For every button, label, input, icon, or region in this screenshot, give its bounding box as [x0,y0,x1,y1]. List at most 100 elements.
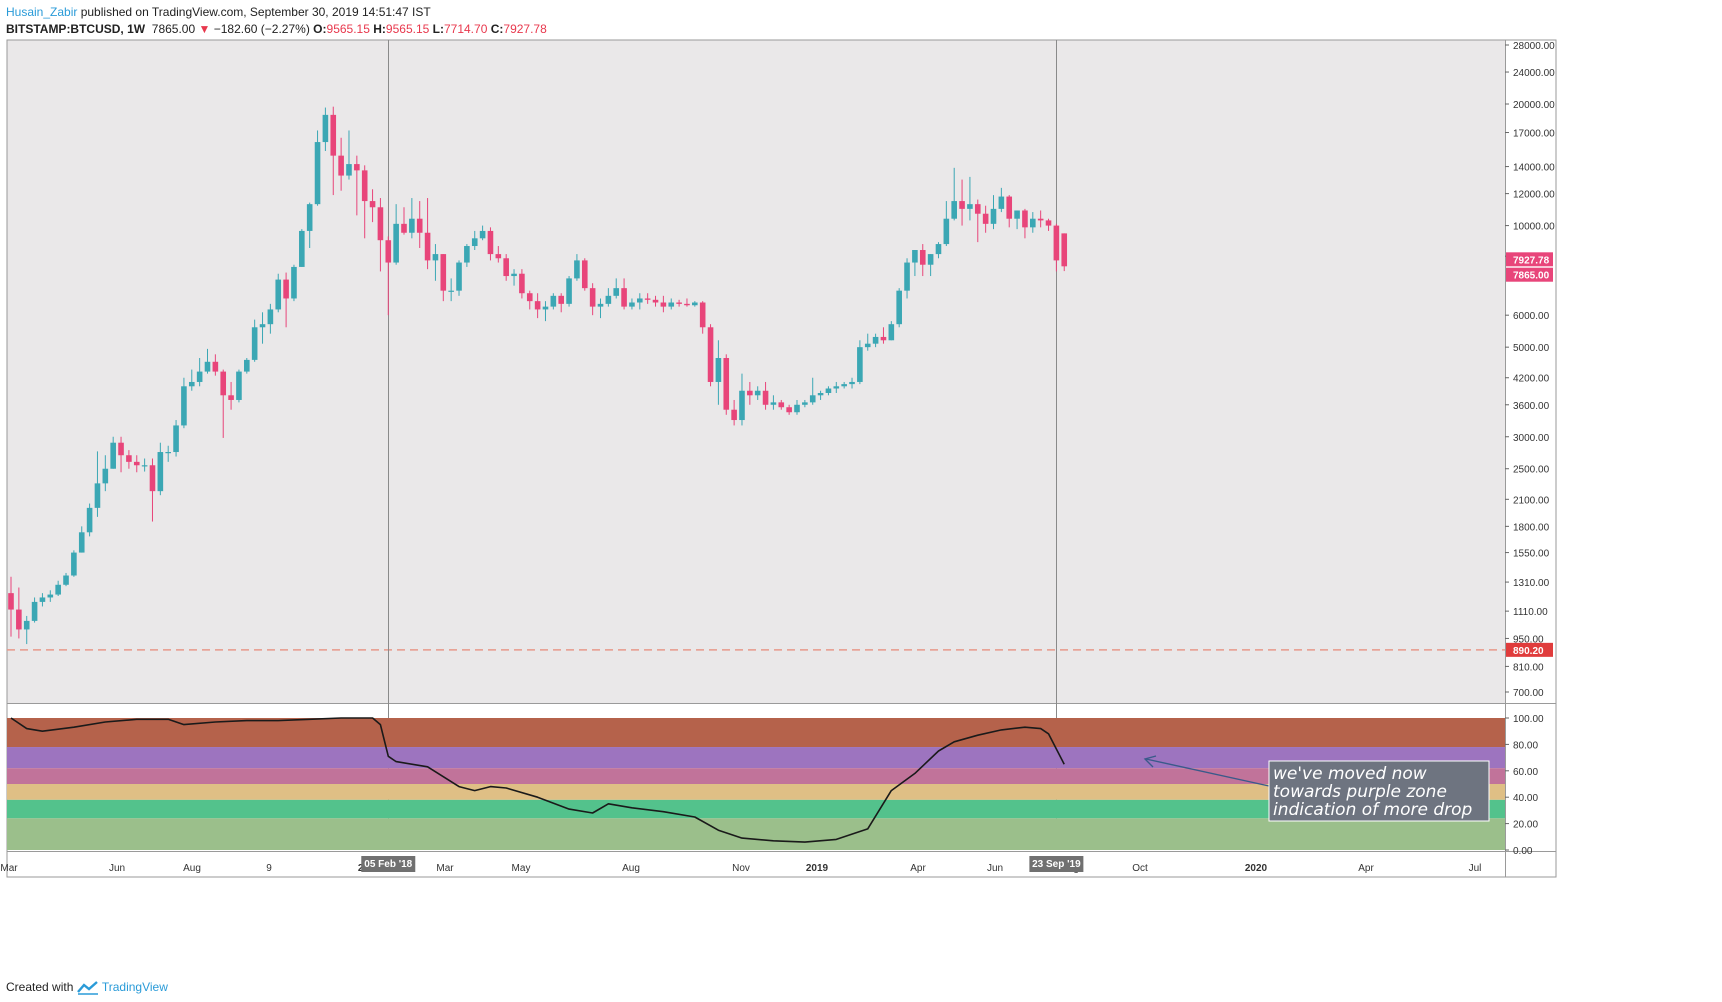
marker-date-label: 23 Sep '19 [1032,859,1081,870]
time-tick-label: Nov [732,863,750,874]
oscillator-zone [7,784,1505,800]
candle-body [283,279,289,299]
candle-body [668,302,675,307]
candle [55,580,61,597]
price-label-box [1506,267,1553,282]
candle [424,198,431,270]
price-tick-label: 1110.00 [1513,607,1548,618]
candle [110,436,116,469]
time-tick-label: 9 [266,863,272,874]
candle-body [841,384,847,387]
candle [47,590,54,602]
candle [1061,233,1068,272]
annotation-arrowhead [1143,755,1157,768]
candle-body [1053,225,1060,261]
price-label-text: 7865.00 [1513,271,1550,282]
candle [794,399,800,415]
candle-body [78,532,85,553]
candle-body [566,278,572,304]
price-tick-label: 3600.00 [1513,401,1550,412]
candle [133,455,140,473]
candle [739,373,745,426]
candle-body [267,309,274,325]
candle [676,299,682,307]
candle-body [833,386,840,389]
candle [448,278,454,302]
candle-body [534,301,541,310]
candle [126,450,132,469]
candle-body [314,142,321,205]
candle [786,404,792,415]
candle [935,242,942,259]
candle [990,195,997,230]
chart-frame [6,39,1557,878]
price-tick-label: 5000.00 [1513,343,1550,354]
candle [409,198,415,239]
candle-body [409,218,415,233]
marker-date-box [361,856,416,872]
candle [94,451,101,517]
candle-body [188,381,195,387]
candle-body [440,254,447,291]
candle-body [778,402,785,408]
candle [754,386,761,400]
candle [8,576,14,637]
oscillator-zone [7,718,1505,748]
oscillator-layer [7,717,1505,850]
candle [566,276,572,307]
close-label: C: [490,22,504,36]
candle [668,298,675,310]
candle-body [330,114,337,156]
candle-body [692,302,698,306]
candle-body [825,388,832,394]
candle [637,293,643,310]
candle-body [519,273,525,294]
candle [471,230,478,251]
candle [558,293,564,313]
candle-body [55,584,61,595]
candle-body [228,395,234,400]
time-tick-label: Apr [1358,863,1374,874]
candle-body [259,324,266,328]
candle [707,324,714,387]
high-value: 9565.15 [385,22,430,36]
candle [141,458,148,472]
price-label-text: 7927.78 [1513,255,1550,266]
candle [39,593,46,607]
candle-body [393,223,399,263]
oscillator-tick-label: 0.00 [1513,846,1533,857]
candle [959,179,965,226]
price-tick-label: 14000.00 [1513,163,1555,174]
candle-body [629,302,635,307]
created-with-label: Created with [6,980,74,994]
time-tick-label: Jun [987,863,1003,874]
candle [927,254,934,277]
candle [629,298,635,310]
candle-body [1006,196,1013,219]
candle-body [432,254,439,261]
candle-body [935,244,942,255]
candle [888,321,895,341]
oscillator-zone [7,768,1505,784]
candle [943,201,950,247]
author-link[interactable]: Husain_Zabir [6,5,78,19]
candle [770,395,777,410]
symbol-name[interactable]: BITSTAMP:BTCUSD, 1W [6,22,146,36]
candle-body [927,254,934,265]
marker-date-box [1029,856,1084,872]
time-tick-label: 2020 [1245,863,1268,874]
last-price: 7865.00 [151,22,196,36]
candle-body [1030,218,1036,228]
candle [322,107,329,151]
candle [731,399,737,426]
candle-body [558,295,564,304]
price-tick-label: 12000.00 [1513,190,1555,201]
candle [377,198,384,272]
candle [228,381,234,410]
tradingview-link[interactable]: TradingView [101,980,168,994]
candle [998,187,1005,213]
candle [244,358,250,374]
candle [833,381,840,394]
